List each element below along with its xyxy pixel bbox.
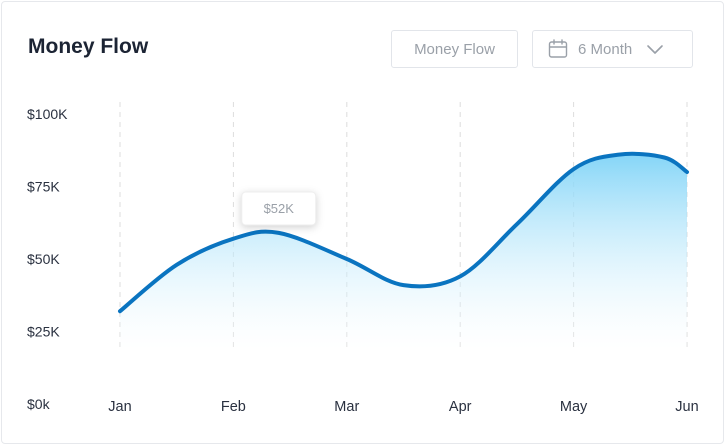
y-tick-label: $0k bbox=[27, 396, 51, 412]
x-tick-label: Apr bbox=[449, 399, 472, 415]
card-title: Money Flow bbox=[28, 35, 149, 58]
y-tick-label: $50K bbox=[27, 251, 60, 267]
x-tick-label: May bbox=[560, 399, 588, 415]
chevron-down-icon bbox=[646, 43, 664, 55]
period-dropdown[interactable]: 6 Month bbox=[532, 30, 693, 68]
x-tick-label: Jun bbox=[675, 399, 698, 415]
money-flow-button[interactable]: Money Flow bbox=[391, 30, 518, 68]
period-label: 6 Month bbox=[578, 40, 633, 58]
x-tick-label: Mar bbox=[334, 399, 359, 415]
tooltip-value: $52K bbox=[264, 201, 295, 216]
series-area bbox=[120, 153, 687, 350]
y-tick-label: $100K bbox=[27, 106, 68, 122]
money-flow-button-label: Money Flow bbox=[414, 40, 495, 58]
y-tick-label: $75K bbox=[27, 179, 60, 195]
series-line bbox=[118, 151, 689, 314]
x-tick-label: Feb bbox=[221, 399, 246, 415]
y-tick-label: $25K bbox=[27, 324, 60, 340]
calendar-icon bbox=[548, 39, 568, 59]
value-tooltip: $52K bbox=[241, 191, 317, 226]
x-tick-label: Jan bbox=[108, 399, 131, 415]
